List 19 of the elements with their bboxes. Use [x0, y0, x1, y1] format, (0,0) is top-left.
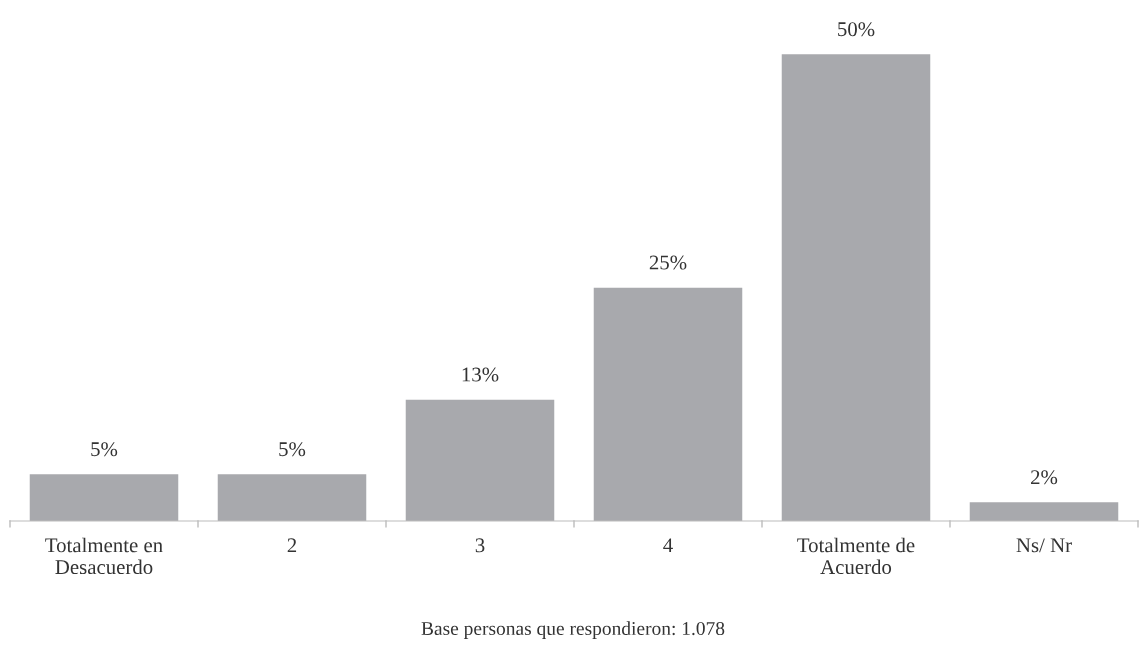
data-label: 13% [462, 367, 499, 382]
text: Base personas que respondieron: 1.078 [421, 621, 725, 639]
data-label: 50% [838, 22, 875, 37]
data-label: 25% [649, 255, 687, 270]
x-tick-label: Ns/ Nr [1016, 538, 1072, 553]
bar [405, 399, 555, 521]
x-tick-label: 3 [475, 538, 485, 553]
bar [781, 54, 931, 521]
x-tick-label: 2 [287, 538, 297, 553]
data-label: 2% [1031, 470, 1058, 485]
data-label: 5% [91, 442, 118, 457]
bar [217, 474, 367, 521]
x-tick-label: Totalmente en Desacuerdo [45, 537, 163, 575]
x-tick-label: 4 [663, 538, 673, 553]
bar [29, 474, 179, 521]
x-tick-label: Totalmente de Acuerdo [797, 537, 915, 575]
bar [593, 287, 743, 521]
data-label: 5% [279, 442, 306, 457]
bar [969, 502, 1119, 521]
